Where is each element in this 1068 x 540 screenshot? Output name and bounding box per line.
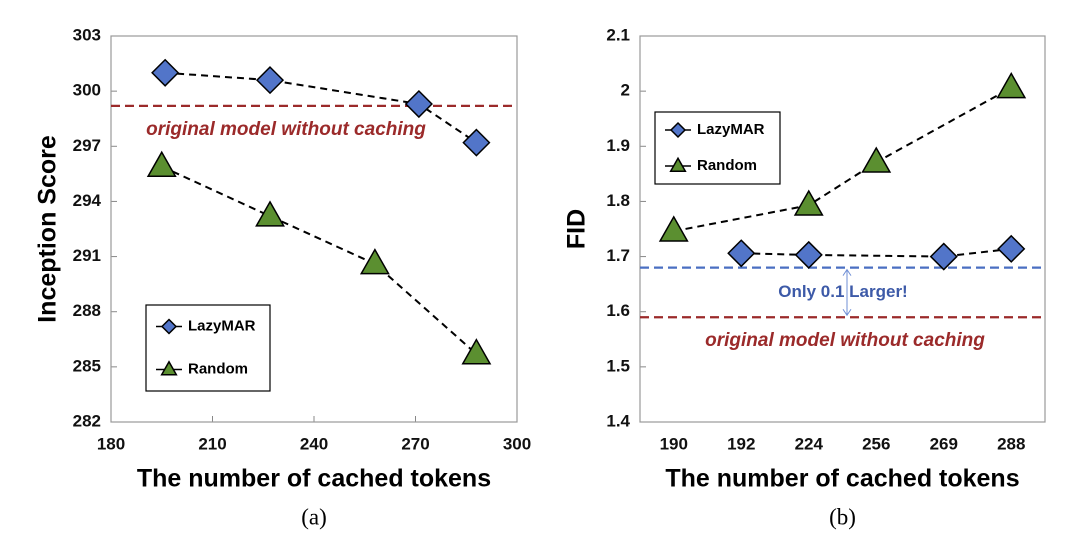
legend-label: Random — [188, 360, 248, 377]
triangle-marker — [996, 72, 1027, 99]
legend-label: LazyMAR — [697, 121, 765, 138]
legend-label: Random — [697, 157, 757, 174]
series-line — [165, 71, 477, 144]
reference-label: original model without caching — [705, 330, 985, 351]
reference-label: original model without caching — [146, 119, 426, 140]
triangle-marker — [255, 200, 285, 227]
triangle-marker — [861, 146, 892, 173]
series-line — [161, 165, 478, 355]
y-tick-label: 1.6 — [606, 301, 630, 320]
x-axis-title: The number of cached tokens — [665, 465, 1019, 493]
triangle-marker — [146, 150, 177, 178]
plot-frame — [639, 35, 1046, 423]
x-tick-label: 270 — [401, 434, 429, 453]
y-tick-label: 1.8 — [606, 191, 630, 210]
diamond-marker — [997, 234, 1026, 263]
y-tick-label: 297 — [73, 136, 101, 155]
arrow-head — [842, 308, 852, 317]
caption: (b) — [829, 504, 856, 529]
y-tick-label: 1.5 — [606, 356, 630, 375]
x-tick-label: 192 — [727, 434, 755, 453]
x-tick-label: 300 — [503, 434, 531, 453]
y-tick-label: 1.7 — [606, 246, 630, 265]
triangle-marker — [359, 248, 390, 275]
diamond-marker — [462, 128, 491, 157]
y-tick-label: 303 — [73, 25, 101, 44]
diamond-marker — [404, 89, 433, 119]
x-tick-label: 240 — [300, 434, 328, 453]
diamond-marker — [794, 240, 823, 269]
diamond-marker — [160, 318, 178, 335]
y-axis-title: FID — [563, 209, 591, 249]
annotation: Only 0.1 Larger! — [778, 282, 907, 301]
y-tick-label: 282 — [73, 411, 101, 430]
x-axis-title: The number of cached tokens — [137, 465, 491, 493]
triangle-marker — [669, 156, 687, 172]
y-tick-label: 285 — [73, 356, 101, 375]
triangle-marker — [658, 215, 689, 242]
y-tick-label: 288 — [73, 301, 101, 320]
y-tick-label: 2.1 — [606, 25, 630, 44]
diamond-marker — [669, 121, 687, 139]
x-tick-label: 190 — [660, 434, 688, 453]
arrow-head — [842, 268, 852, 276]
x-tick-label: 180 — [97, 434, 125, 453]
y-tick-label: 1.4 — [606, 411, 630, 430]
y-tick-label: 294 — [73, 191, 102, 210]
y-axis-title: Inception Score — [34, 135, 62, 323]
legend-box — [145, 304, 271, 392]
series-line — [741, 247, 1012, 258]
x-tick-label: 224 — [795, 434, 824, 453]
triangle-marker — [793, 189, 824, 216]
diamond-marker — [929, 242, 958, 271]
y-tick-label: 291 — [73, 246, 101, 265]
x-tick-label: 288 — [997, 434, 1025, 453]
legend-label: LazyMAR — [188, 317, 256, 334]
caption: (a) — [301, 504, 327, 529]
diamond-marker — [255, 66, 285, 95]
series-line — [673, 86, 1012, 233]
diamond-marker — [151, 58, 180, 87]
y-tick-label: 1.9 — [606, 136, 630, 155]
x-tick-label: 210 — [198, 434, 226, 453]
y-tick-label: 2 — [621, 81, 630, 100]
plot-frame — [110, 35, 518, 423]
triangle-marker — [160, 360, 178, 376]
triangle-marker — [461, 338, 492, 365]
diamond-marker — [727, 239, 756, 268]
y-tick-label: 300 — [73, 81, 101, 100]
x-tick-label: 269 — [930, 434, 958, 453]
x-tick-label: 256 — [862, 434, 890, 453]
